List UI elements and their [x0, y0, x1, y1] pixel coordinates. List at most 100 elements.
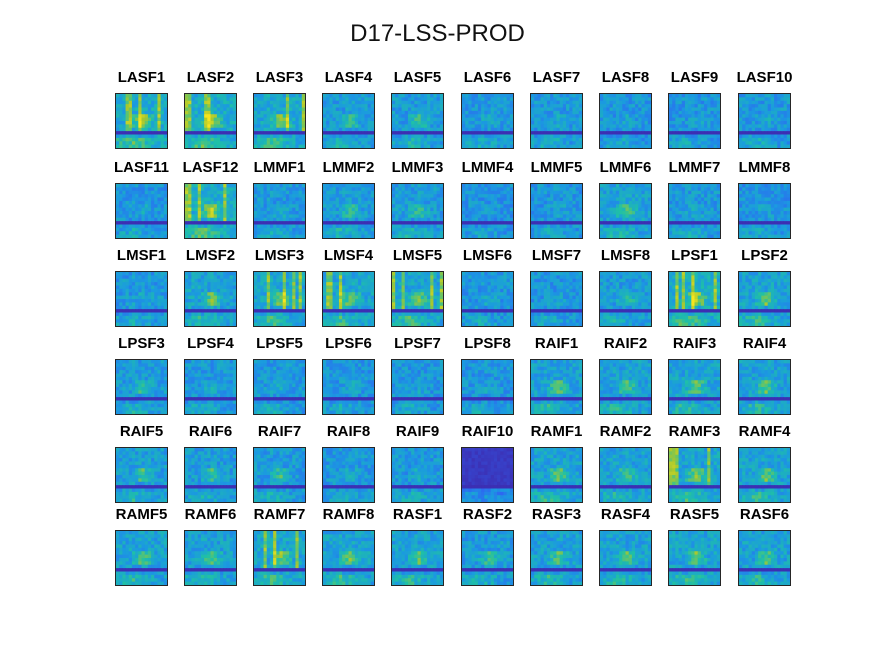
heatmap-cell — [420, 104, 425, 108]
heatmap-cell — [257, 97, 261, 102]
heatmap-cell — [500, 190, 504, 195]
heatmap-cell — [122, 234, 126, 238]
heatmap-cell — [232, 231, 236, 236]
heatmap-cell — [138, 117, 142, 122]
heatmap-cell — [713, 190, 718, 195]
heatmap-cell — [395, 184, 399, 188]
heatmap-cell — [257, 184, 261, 188]
heatmap-cell — [697, 184, 702, 188]
heatmap-cell — [603, 100, 607, 105]
heatmap-cell — [678, 144, 683, 148]
heatmap-cell — [364, 134, 369, 139]
heatmap-cell — [370, 211, 374, 215]
heatmap-cell — [497, 211, 501, 215]
heatmap-cell — [342, 227, 346, 232]
heatmap-cell — [612, 214, 617, 219]
heatmap-cell — [628, 127, 633, 132]
heatmap-cell — [401, 104, 406, 108]
heatmap-cell — [745, 137, 749, 142]
heatmap-cell — [289, 110, 293, 115]
heatmap-cell — [420, 234, 425, 238]
heatmap-cell — [411, 217, 415, 222]
heatmap-cell — [361, 94, 365, 98]
heatmap-cell — [628, 134, 633, 139]
heatmap-cell — [335, 184, 340, 188]
heatmap-cell — [351, 104, 356, 108]
heatmap-cell — [742, 100, 746, 105]
heatmap-cell — [370, 124, 374, 129]
heatmap-cell — [675, 131, 679, 135]
heatmap-cell — [194, 141, 199, 146]
heatmap-cell — [395, 207, 399, 212]
heatmap-cell — [342, 224, 346, 229]
heatmap-cell — [471, 211, 476, 215]
heatmap-cell — [342, 231, 346, 236]
heatmap-cell — [430, 134, 434, 139]
heatmap-cell — [672, 211, 676, 215]
heatmap-cell — [417, 200, 422, 205]
heatmap-cell — [559, 107, 564, 112]
heatmap-cell — [622, 127, 626, 132]
heatmap-cell — [615, 200, 620, 205]
heatmap-cell — [213, 217, 218, 222]
heatmap-cell — [465, 207, 469, 212]
heatmap-cell — [543, 104, 548, 108]
heatmap-cell — [423, 184, 428, 188]
heatmap-cell — [439, 204, 443, 209]
heatmap-cell — [269, 207, 274, 212]
heatmap-cell — [600, 197, 604, 202]
heatmap-cell — [370, 121, 374, 125]
heatmap-cell — [600, 144, 604, 148]
heatmap-cell — [572, 104, 577, 108]
heatmap-cell — [559, 144, 564, 148]
heatmap-cell — [615, 211, 620, 215]
heatmap-cell — [223, 104, 227, 108]
heatmap-cell — [439, 137, 443, 142]
heatmap-cell — [546, 100, 551, 105]
heatmap-cell — [540, 231, 545, 236]
heatmap-cell — [279, 124, 284, 129]
heatmap-cell — [301, 94, 305, 98]
heatmap-cell — [609, 234, 614, 238]
heatmap-cell — [191, 114, 195, 119]
heatmap-cell — [423, 197, 428, 202]
heatmap-cell — [625, 211, 630, 215]
heatmap-cell — [625, 144, 630, 148]
heatmap-cell — [694, 211, 699, 215]
heatmap-cell — [345, 110, 349, 115]
heatmap-cell — [700, 234, 705, 238]
heatmap-cell — [619, 97, 623, 102]
heatmap-panel — [599, 183, 652, 239]
heatmap-cell — [748, 104, 753, 108]
heatmap-cell — [684, 97, 689, 102]
heatmap-cell — [559, 131, 564, 135]
heatmap-cell — [553, 224, 557, 229]
heatmap-cell — [323, 97, 327, 102]
heatmap-cell — [509, 221, 513, 225]
heatmap-cell — [619, 190, 623, 195]
heatmap-cell — [556, 221, 561, 225]
heatmap-cell — [263, 211, 268, 215]
heatmap-cell — [625, 217, 630, 222]
heatmap-cell — [710, 187, 715, 192]
heatmap-cell — [269, 141, 274, 146]
heatmap-cell — [681, 197, 686, 202]
heatmap-cell — [367, 217, 372, 222]
heatmap-cell — [477, 217, 482, 222]
heatmap-cell — [332, 224, 337, 229]
heatmap-cell — [578, 94, 582, 98]
heatmap-cell — [600, 187, 604, 192]
heatmap-cell — [575, 231, 580, 236]
heatmap-cell — [119, 97, 123, 102]
heatmap-cell — [531, 94, 535, 98]
heatmap-cell — [295, 107, 300, 112]
heatmap-cell — [540, 184, 545, 188]
heatmap-cell — [713, 214, 718, 219]
heatmap-cell — [635, 121, 639, 125]
heatmap-cell — [556, 117, 561, 122]
heatmap-cell — [484, 234, 488, 238]
heatmap-cell — [493, 224, 498, 229]
heatmap-cell — [509, 231, 513, 236]
heatmap-cell — [295, 97, 300, 102]
heatmap-cell — [423, 217, 428, 222]
